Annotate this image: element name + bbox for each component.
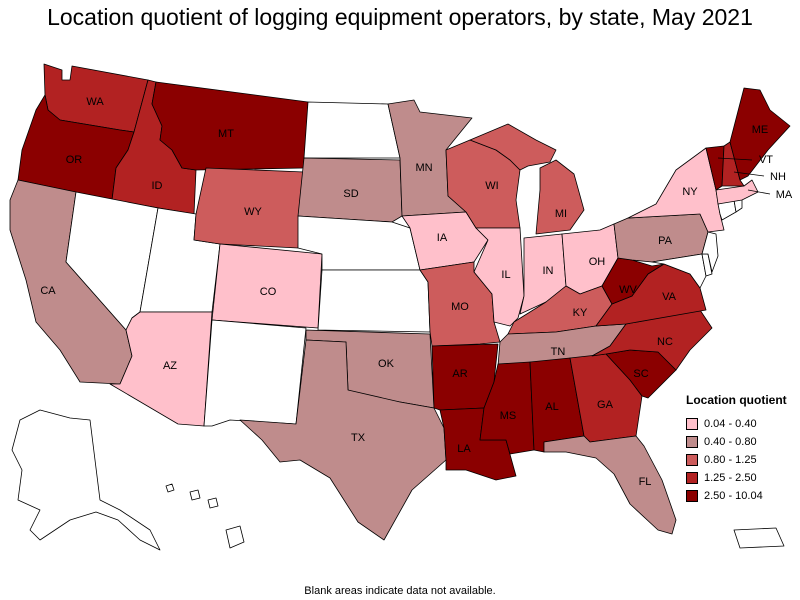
state-nc[interactable]: [591, 309, 713, 371]
state-mt[interactable]: [151, 81, 309, 171]
state-label-mi: MI: [555, 208, 567, 220]
state-label-tx: TX: [351, 432, 366, 444]
state-label-ar: AR: [452, 368, 467, 380]
legend-item: 1.25 - 2.50: [686, 469, 798, 487]
legend-item: 2.50 - 10.04: [686, 487, 798, 505]
legend-label: 1.25 - 2.50: [704, 472, 757, 484]
state-label-wi: WI: [485, 180, 498, 192]
state-label-me: ME: [752, 124, 769, 136]
state-label-sc: SC: [633, 368, 648, 380]
state-nd[interactable]: [303, 101, 401, 159]
legend: Location quotient 0.04 - 0.40 0.40 - 0.8…: [686, 393, 798, 505]
state-label-wv: WV: [619, 284, 637, 296]
state-label-la: LA: [457, 443, 471, 455]
state-fl[interactable]: [543, 435, 677, 535]
state-label-va: VA: [662, 291, 677, 303]
state-label-al: AL: [545, 401, 558, 413]
legend-label: 0.40 - 0.80: [704, 436, 757, 448]
state-label-ok: OK: [378, 358, 395, 370]
state-label-ga: GA: [597, 399, 614, 411]
legend-swatch: [686, 472, 698, 484]
state-label-in: IN: [543, 265, 554, 277]
state-label-id: ID: [152, 180, 163, 192]
state-me[interactable]: [729, 87, 791, 181]
state-label-vt: VT: [759, 154, 773, 166]
state-label-oh: OH: [589, 256, 606, 268]
state-label-tn: TN: [551, 346, 566, 358]
leader-ma: [747, 189, 771, 195]
legend-swatch: [686, 454, 698, 466]
legend-swatch: [686, 418, 698, 430]
state-label-pa: PA: [658, 235, 673, 247]
state-label-ca: CA: [40, 285, 56, 297]
state-label-ia: IA: [437, 232, 448, 244]
legend-item: 0.80 - 1.25: [686, 451, 798, 469]
legend-swatch: [686, 490, 698, 502]
state-label-mo: MO: [451, 301, 469, 313]
state-label-fl: FL: [639, 476, 652, 488]
map-title: Location quotient of logging equipment o…: [47, 4, 753, 30]
state-label-wa: WA: [86, 96, 104, 108]
state-label-ky: KY: [573, 307, 588, 319]
legend-swatch: [686, 436, 698, 448]
state-label-co: CO: [260, 286, 277, 298]
state-label-il: IL: [501, 269, 510, 281]
state-label-or: OR: [66, 154, 83, 166]
state-mi[interactable]: [469, 123, 585, 235]
legend-label: 0.80 - 1.25: [704, 454, 757, 466]
state-nm[interactable]: [203, 319, 307, 427]
footnote: Blank areas indicate data not available.: [304, 585, 496, 597]
state-label-mt: MT: [218, 128, 234, 140]
legend-title: Location quotient: [686, 393, 787, 407]
leader-nh: [733, 171, 765, 177]
state-ks[interactable]: [317, 269, 431, 333]
state-tx[interactable]: [239, 339, 447, 541]
state-label-wy: WY: [244, 206, 262, 218]
legend-item: 0.04 - 0.40: [686, 415, 798, 433]
state-label-ma: MA: [776, 189, 793, 201]
state-pr[interactable]: [733, 527, 785, 549]
legend-label: 0.04 - 0.40: [704, 418, 757, 430]
state-label-ny: NY: [682, 186, 698, 198]
state-label-nc: NC: [657, 336, 673, 348]
state-il[interactable]: [473, 227, 525, 327]
state-label-nh: NH: [770, 171, 786, 183]
legend-label: 2.50 - 10.04: [704, 490, 763, 502]
state-sd[interactable]: [297, 157, 403, 223]
state-label-ms: MS: [500, 410, 517, 422]
state-nj[interactable]: [701, 231, 719, 273]
state-label-sd: SD: [343, 188, 358, 200]
state-hi[interactable]: [165, 483, 245, 549]
state-label-mn: MN: [415, 162, 432, 174]
leader-vt: [717, 157, 753, 161]
legend-item: 0.40 - 0.80: [686, 433, 798, 451]
state-ak[interactable]: [11, 409, 161, 551]
state-label-az: AZ: [163, 360, 177, 372]
